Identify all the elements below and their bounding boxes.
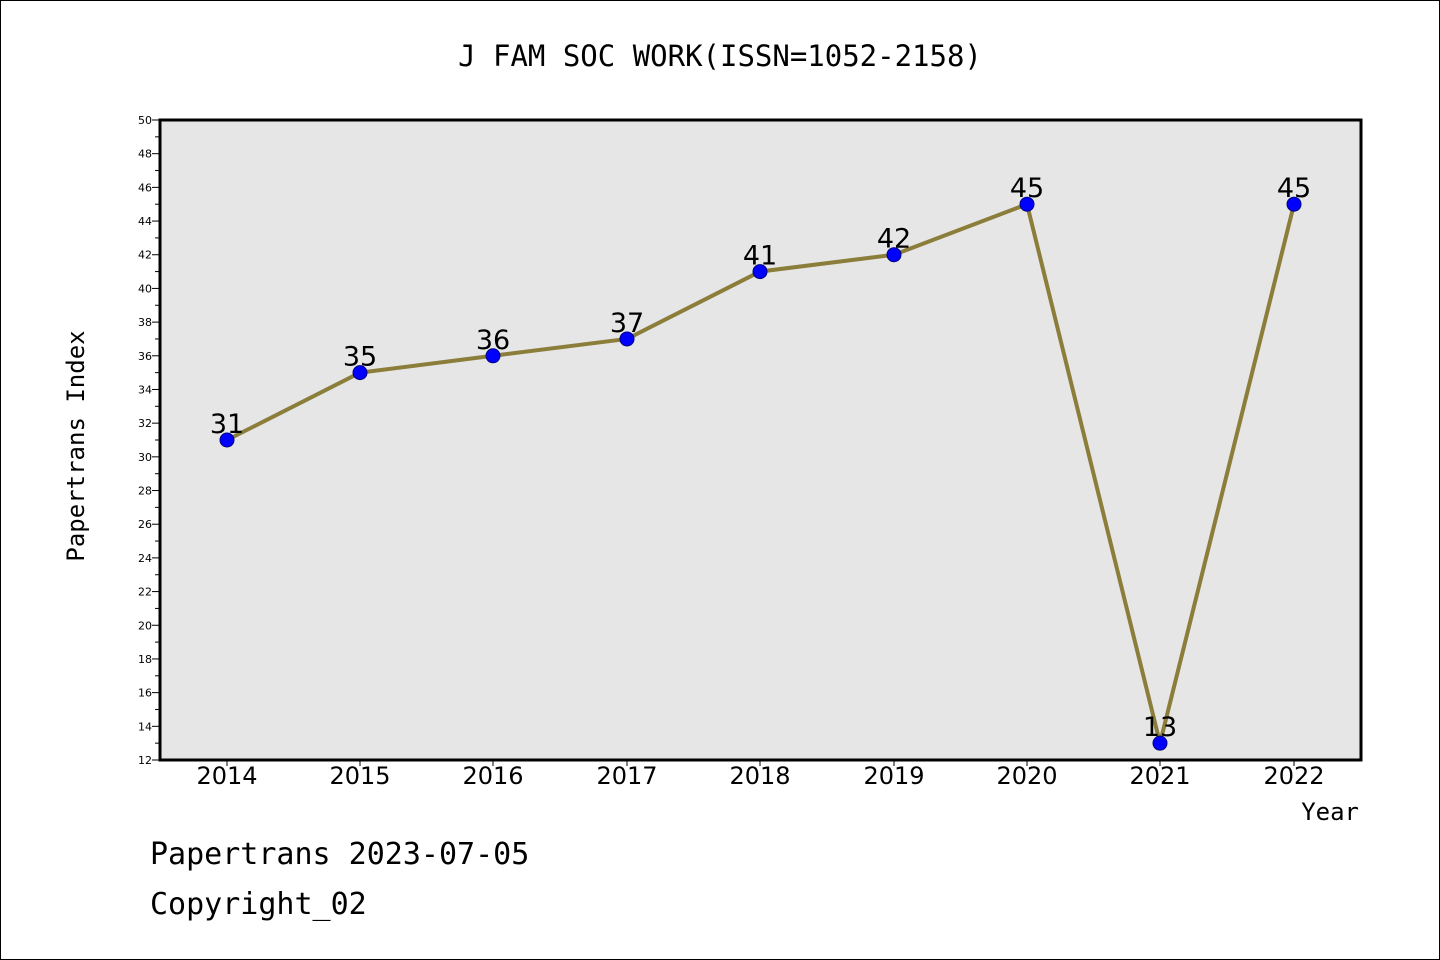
y-tick-label: 48 <box>138 148 152 161</box>
y-tick-label: 30 <box>138 451 152 464</box>
y-tick-label: 50 <box>138 114 152 127</box>
y-tick-label: 18 <box>138 653 152 666</box>
data-label: 36 <box>476 325 510 356</box>
data-point <box>752 264 768 280</box>
footer-copyright: Copyright_02 <box>150 887 367 922</box>
x-axis-title: Year <box>1301 798 1359 826</box>
y-tick-label: 22 <box>138 586 152 599</box>
y-tick-label: 36 <box>138 350 152 363</box>
x-axis: 2014 2015 2016 2017 2018 2019 2020 2021 2022 <box>196 760 1325 790</box>
x-tick-label: 2015 <box>329 762 390 790</box>
data-point <box>1286 196 1302 212</box>
data-point <box>1152 735 1168 751</box>
data-label: 45 <box>1277 173 1311 204</box>
y-tick-label: 32 <box>138 417 152 430</box>
x-tick-label: 2014 <box>196 762 257 790</box>
y-tick-label: 26 <box>138 518 152 531</box>
y-tick-label: 34 <box>138 383 152 396</box>
data-label: 13 <box>1143 712 1177 743</box>
y-axis-title: Papertrans Index <box>62 330 90 561</box>
data-point <box>485 348 501 364</box>
y-tick-label: 44 <box>138 215 152 228</box>
y-tick-label: 38 <box>138 316 152 329</box>
data-label: 41 <box>743 241 777 272</box>
data-point <box>352 365 368 381</box>
y-axis: 12 14 16 18 20 22 24 26 28 30 32 34 36 38 40 42 44 46 48 50 <box>138 114 160 767</box>
x-tick-label: 2016 <box>462 762 523 790</box>
x-tick-label: 2020 <box>996 762 1057 790</box>
y-tick-label: 20 <box>138 619 152 632</box>
series-layer <box>219 196 1302 751</box>
x-tick-label: 2022 <box>1263 762 1324 790</box>
y-tick-label: 40 <box>138 282 152 295</box>
y-tick-label: 46 <box>138 181 152 194</box>
data-label: 31 <box>210 409 244 440</box>
y-tick-label: 12 <box>138 754 152 767</box>
chart-title: J FAM SOC WORK(ISSN=1052-2158) <box>458 39 982 73</box>
x-tick-label: 2021 <box>1129 762 1190 790</box>
y-tick-label: 24 <box>138 552 152 565</box>
data-label: 37 <box>610 308 644 339</box>
y-tick-label: 28 <box>138 485 152 498</box>
x-tick-label: 2019 <box>863 762 924 790</box>
data-point <box>219 432 235 448</box>
y-tick-label: 16 <box>138 687 152 700</box>
y-tick-label: 42 <box>138 249 152 262</box>
footer-source-date: Papertrans 2023-07-05 <box>150 837 529 872</box>
data-label: 45 <box>1010 173 1044 204</box>
y-tick-label: 14 <box>138 720 152 733</box>
x-tick-label: 2018 <box>729 762 790 790</box>
plot-area <box>158 118 1363 762</box>
x-tick-label: 2017 <box>596 762 657 790</box>
data-label: 35 <box>343 342 377 373</box>
data-point <box>886 247 902 263</box>
data-point <box>619 331 635 347</box>
data-point <box>1019 196 1035 212</box>
data-label-layer: 31 35 36 37 41 42 45 13 45 <box>210 173 1311 743</box>
data-label: 42 <box>877 224 911 255</box>
